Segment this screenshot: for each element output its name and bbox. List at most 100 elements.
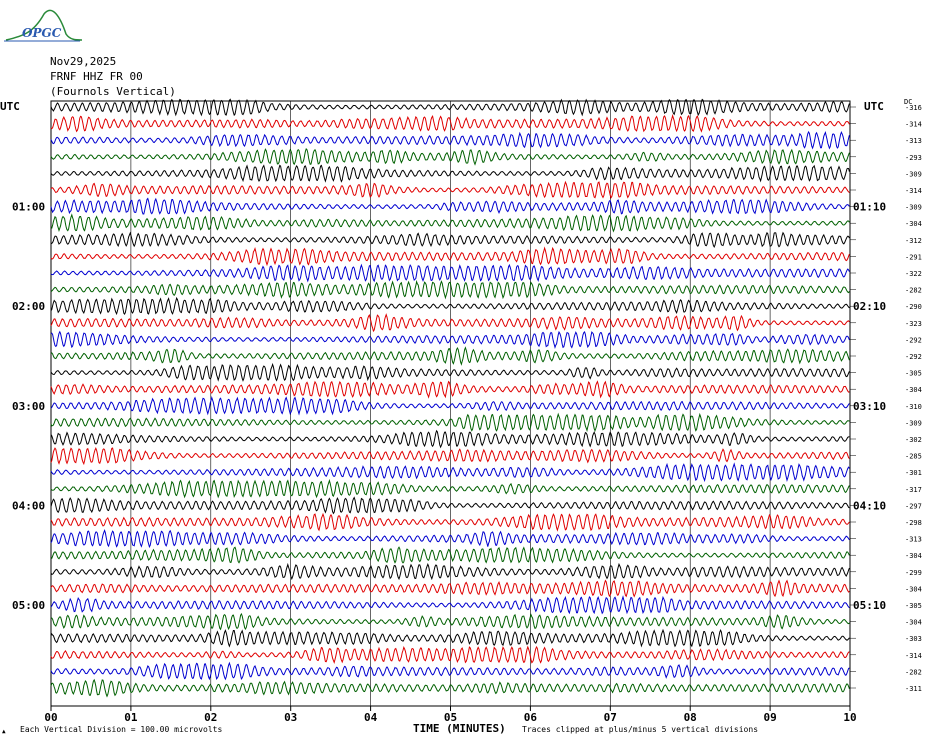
dc-offset-label: -314 <box>905 187 922 195</box>
seismic-trace <box>50 147 850 166</box>
dc-offset-label: -313 <box>905 137 922 145</box>
dc-offset-label: -304 <box>905 552 922 560</box>
dc-offset-label: -282 <box>905 287 922 295</box>
seismic-trace <box>50 330 850 349</box>
seismic-trace <box>50 478 850 499</box>
seismic-trace <box>50 529 850 549</box>
x-tick-label: 03 <box>284 711 297 724</box>
dc-offset-label: -304 <box>905 386 922 394</box>
dc-offset-label: -298 <box>905 519 922 527</box>
dc-offset-label: -314 <box>905 652 922 660</box>
x-tick-label: 08 <box>684 711 697 724</box>
seismic-trace <box>50 462 850 483</box>
dc-offset-label: -285 <box>905 453 922 461</box>
plot-date: Nov29,2025 <box>50 55 117 68</box>
dc-offset-label: -309 <box>905 170 922 178</box>
dc-offset-label: -305 <box>905 602 922 610</box>
right-hour-label: 04:10 <box>853 499 886 512</box>
seismic-trace <box>50 346 850 366</box>
seismic-trace <box>50 263 850 283</box>
seismic-trace <box>50 380 850 399</box>
right-hour-label: 01:10 <box>853 201 886 214</box>
seismic-trace <box>51 213 850 233</box>
opgc-logo <box>4 9 83 42</box>
dc-offset-label: -304 <box>905 220 922 228</box>
dc-offset-label: -282 <box>905 668 922 676</box>
left-timezone-label: UTC <box>0 100 20 113</box>
seismic-trace <box>50 180 850 199</box>
dc-offset-label: -309 <box>905 204 922 212</box>
dc-offset-label: -292 <box>905 336 922 344</box>
footer-corner-mark: ▲ <box>2 728 6 735</box>
dc-label: DC <box>904 98 913 106</box>
right-timezone-label: UTC <box>864 100 884 113</box>
dc-offset-label: -309 <box>905 419 922 427</box>
seismic-trace <box>50 612 850 631</box>
seismic-trace <box>50 231 850 248</box>
dc-offset-label: -311 <box>905 685 922 693</box>
dc-offset-label: -297 <box>905 502 922 510</box>
dc-offset-label: -290 <box>905 303 922 311</box>
seismic-trace <box>50 396 850 416</box>
seismic-trace <box>50 246 850 267</box>
station-location: (Fournols Vertical) <box>50 85 176 98</box>
seismic-trace <box>50 98 850 117</box>
dc-offset-label: -312 <box>905 237 922 245</box>
seismic-trace <box>50 429 850 449</box>
seismic-trace <box>50 279 850 300</box>
x-tick-label: 02 <box>204 711 217 724</box>
left-hour-label: 05:00 <box>12 599 45 612</box>
left-hour-label: 03:00 <box>12 400 45 413</box>
dc-offset-label: -317 <box>905 486 922 494</box>
left-hour-label: 01:00 <box>12 201 45 214</box>
left-hour-label: 02:00 <box>12 300 45 313</box>
dc-offset-label: -305 <box>905 370 922 378</box>
seismic-trace <box>50 447 850 466</box>
dc-offset-label: -316 <box>905 104 922 112</box>
seismic-trace <box>50 678 850 698</box>
dc-offset-label: -304 <box>905 585 922 593</box>
x-tick-label: 07 <box>604 711 617 724</box>
logo-text: OPGC <box>22 26 62 40</box>
dc-offset-label: -291 <box>905 253 922 261</box>
seismic-trace <box>50 197 850 215</box>
dc-offset-label: -322 <box>905 270 922 278</box>
seismic-trace <box>50 164 850 183</box>
seismic-trace <box>50 546 850 564</box>
dc-offset-label: -310 <box>905 403 922 411</box>
x-tick-label: 05 <box>444 711 457 724</box>
seismic-trace <box>50 595 850 615</box>
x-tick-label: 06 <box>524 711 538 724</box>
seismic-trace <box>50 113 850 133</box>
right-hour-label: 02:10 <box>853 300 886 313</box>
x-axis-title: TIME (MINUTES) <box>413 722 506 735</box>
dc-offset-label: -323 <box>905 320 922 328</box>
seismic-trace <box>50 661 850 681</box>
seismic-trace <box>50 512 850 532</box>
logo-mountain-curve <box>5 9 83 41</box>
right-hour-label: 05:10 <box>853 599 886 612</box>
x-tick-label: 09 <box>763 711 776 724</box>
dc-offset-label: -302 <box>905 436 922 444</box>
dc-offset-label: -303 <box>905 635 922 643</box>
dc-offset-label: -299 <box>905 569 922 577</box>
x-tick-label: 10 <box>843 711 856 724</box>
dc-offset-label: -313 <box>905 536 922 544</box>
seismic-trace <box>50 130 850 150</box>
station-code: FRNF HHZ FR 00 <box>50 70 143 83</box>
clip-note: Traces clipped at plus/minus 5 vertical … <box>522 725 759 734</box>
dc-offset-label: -301 <box>905 469 922 477</box>
seismic-trace <box>50 628 850 648</box>
dc-offset-label: -314 <box>905 121 922 129</box>
left-hour-label: 04:00 <box>12 499 45 512</box>
x-tick-label: 04 <box>364 711 378 724</box>
seismic-trace <box>50 412 850 433</box>
dc-offset-label: -292 <box>905 353 922 361</box>
scale-note: Each Vertical Division = 100.00 microvol… <box>20 725 223 734</box>
dc-offset-label: -293 <box>905 154 922 162</box>
x-tick-label: 01 <box>124 711 138 724</box>
x-tick-label: 00 <box>44 711 57 724</box>
seismic-trace <box>50 645 850 664</box>
seismic-trace <box>50 296 850 316</box>
